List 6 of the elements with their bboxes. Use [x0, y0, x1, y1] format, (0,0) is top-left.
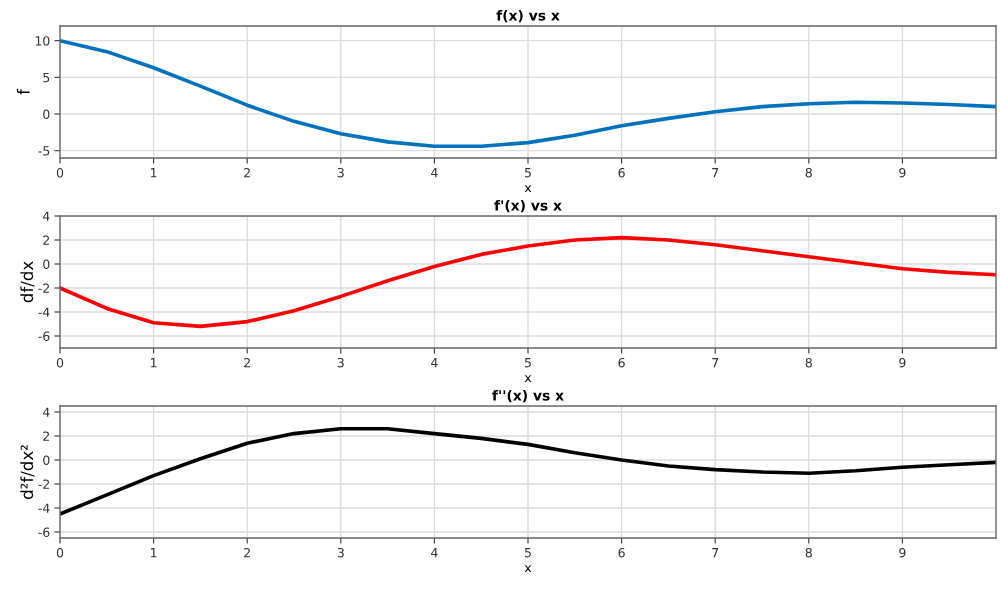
y-axis-title: df/dx: [20, 261, 35, 303]
y-axis-title: f: [16, 88, 30, 95]
y-axis-title: d²f/dx²: [20, 445, 35, 500]
line-series: [60, 235, 996, 329]
line-series: [60, 38, 996, 149]
line-series: [60, 426, 996, 516]
